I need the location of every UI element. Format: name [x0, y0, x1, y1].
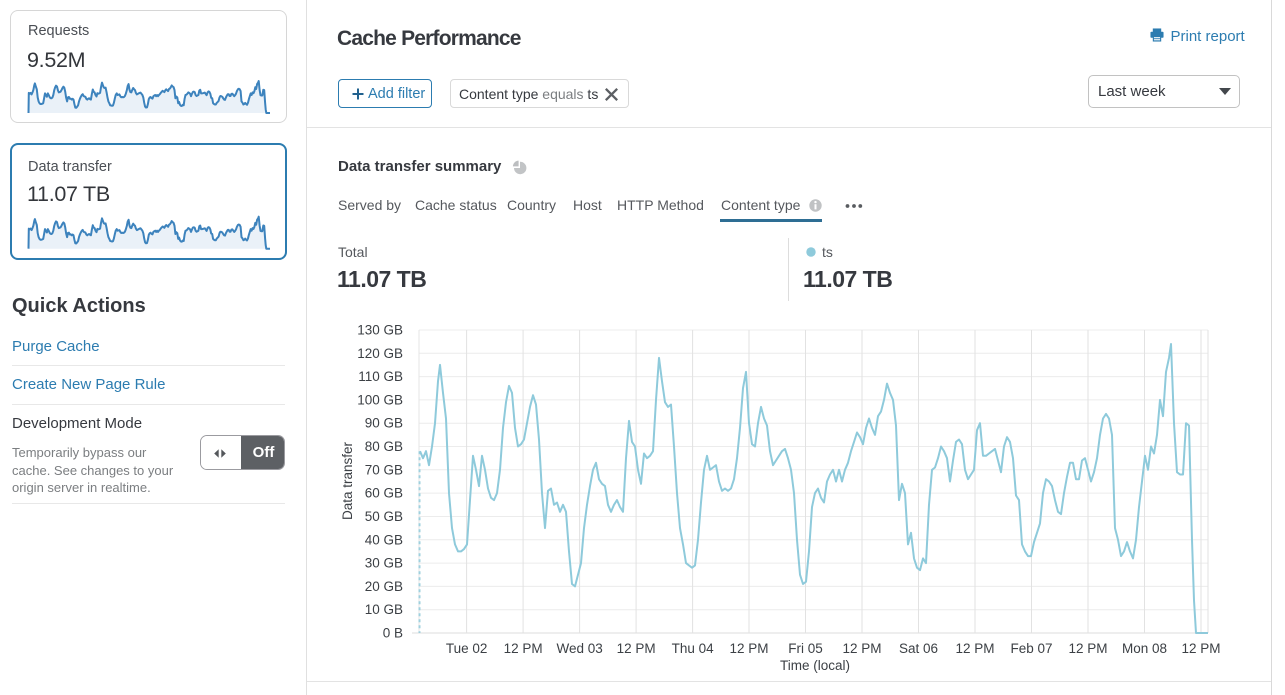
- svg-text:Feb 07: Feb 07: [1010, 641, 1052, 656]
- svg-text:12 PM: 12 PM: [617, 641, 656, 656]
- svg-text:Fri 05: Fri 05: [788, 641, 823, 656]
- svg-text:110 GB: 110 GB: [358, 369, 403, 384]
- svg-text:80 GB: 80 GB: [365, 439, 403, 454]
- svg-text:12 PM: 12 PM: [504, 641, 543, 656]
- svg-text:70 GB: 70 GB: [365, 462, 403, 477]
- svg-text:10 GB: 10 GB: [365, 602, 403, 617]
- svg-text:Mon 08: Mon 08: [1122, 641, 1167, 656]
- svg-text:0 B: 0 B: [383, 626, 403, 641]
- svg-text:12 PM: 12 PM: [1068, 641, 1107, 656]
- svg-text:Tue 02: Tue 02: [446, 641, 488, 656]
- svg-text:Wed 03: Wed 03: [556, 641, 602, 656]
- svg-text:120 GB: 120 GB: [357, 346, 403, 361]
- svg-text:100 GB: 100 GB: [357, 392, 403, 407]
- svg-text:60 GB: 60 GB: [365, 486, 403, 501]
- svg-text:40 GB: 40 GB: [365, 532, 403, 547]
- svg-text:Data transfer: Data transfer: [340, 441, 355, 520]
- svg-text:12 PM: 12 PM: [1181, 641, 1220, 656]
- svg-text:Sat 06: Sat 06: [899, 641, 938, 656]
- svg-text:12 PM: 12 PM: [729, 641, 768, 656]
- svg-text:30 GB: 30 GB: [365, 556, 403, 571]
- svg-text:Time (local): Time (local): [780, 658, 850, 673]
- svg-text:20 GB: 20 GB: [365, 579, 403, 594]
- svg-text:90 GB: 90 GB: [365, 416, 403, 431]
- svg-text:Thu 04: Thu 04: [672, 641, 715, 656]
- svg-text:50 GB: 50 GB: [365, 509, 403, 524]
- svg-text:12 PM: 12 PM: [955, 641, 994, 656]
- svg-text:130 GB: 130 GB: [357, 323, 403, 338]
- svg-text:12 PM: 12 PM: [842, 641, 881, 656]
